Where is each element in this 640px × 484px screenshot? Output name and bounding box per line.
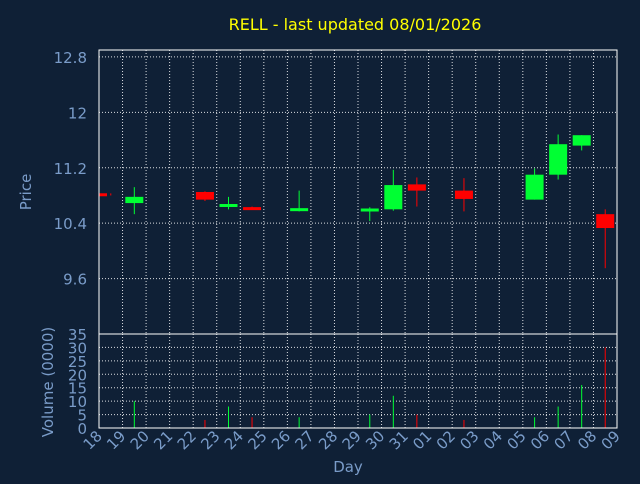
candle-body	[572, 135, 591, 146]
candle-body	[407, 184, 426, 191]
price-candles	[99, 134, 615, 269]
candle-body	[596, 214, 615, 229]
x-axis-title: Day	[333, 458, 363, 476]
volume-tick-label: 10	[68, 393, 87, 411]
volume-tick-label: 35	[68, 326, 87, 344]
candle-body	[454, 190, 473, 199]
price-tick-label: 10.4	[54, 215, 87, 233]
candle-body	[290, 208, 309, 212]
volume-bars	[133, 347, 606, 428]
candle-body	[360, 208, 379, 212]
volume-tick-label: 25	[68, 353, 87, 371]
chart-title: RELL - last updated 08/01/2026	[229, 15, 482, 34]
price-tick-label: 12	[68, 104, 87, 122]
volume-tick-label: 30	[68, 339, 87, 357]
candle-body	[549, 144, 568, 175]
candle-body	[525, 174, 544, 200]
volume-tick-label: 5	[77, 407, 87, 425]
price-tick-label: 9.6	[63, 271, 87, 289]
volume-tick-label: 0	[77, 420, 87, 438]
volume-panel-frame	[98, 333, 618, 429]
volume-tick-label: 15	[68, 380, 87, 398]
candle-body	[384, 185, 403, 210]
volume-axis-title: Volume (0000)	[39, 327, 57, 437]
price-tick-label: 11.2	[54, 160, 87, 178]
candle-body	[195, 192, 214, 200]
price-tick-label: 12.8	[54, 49, 87, 67]
candle-body	[125, 196, 144, 204]
candle-body	[243, 207, 262, 211]
candle-body	[99, 193, 107, 197]
volume-tick-label: 20	[68, 366, 87, 384]
price-axis-title: Price	[17, 174, 35, 211]
candle-body	[219, 204, 238, 208]
